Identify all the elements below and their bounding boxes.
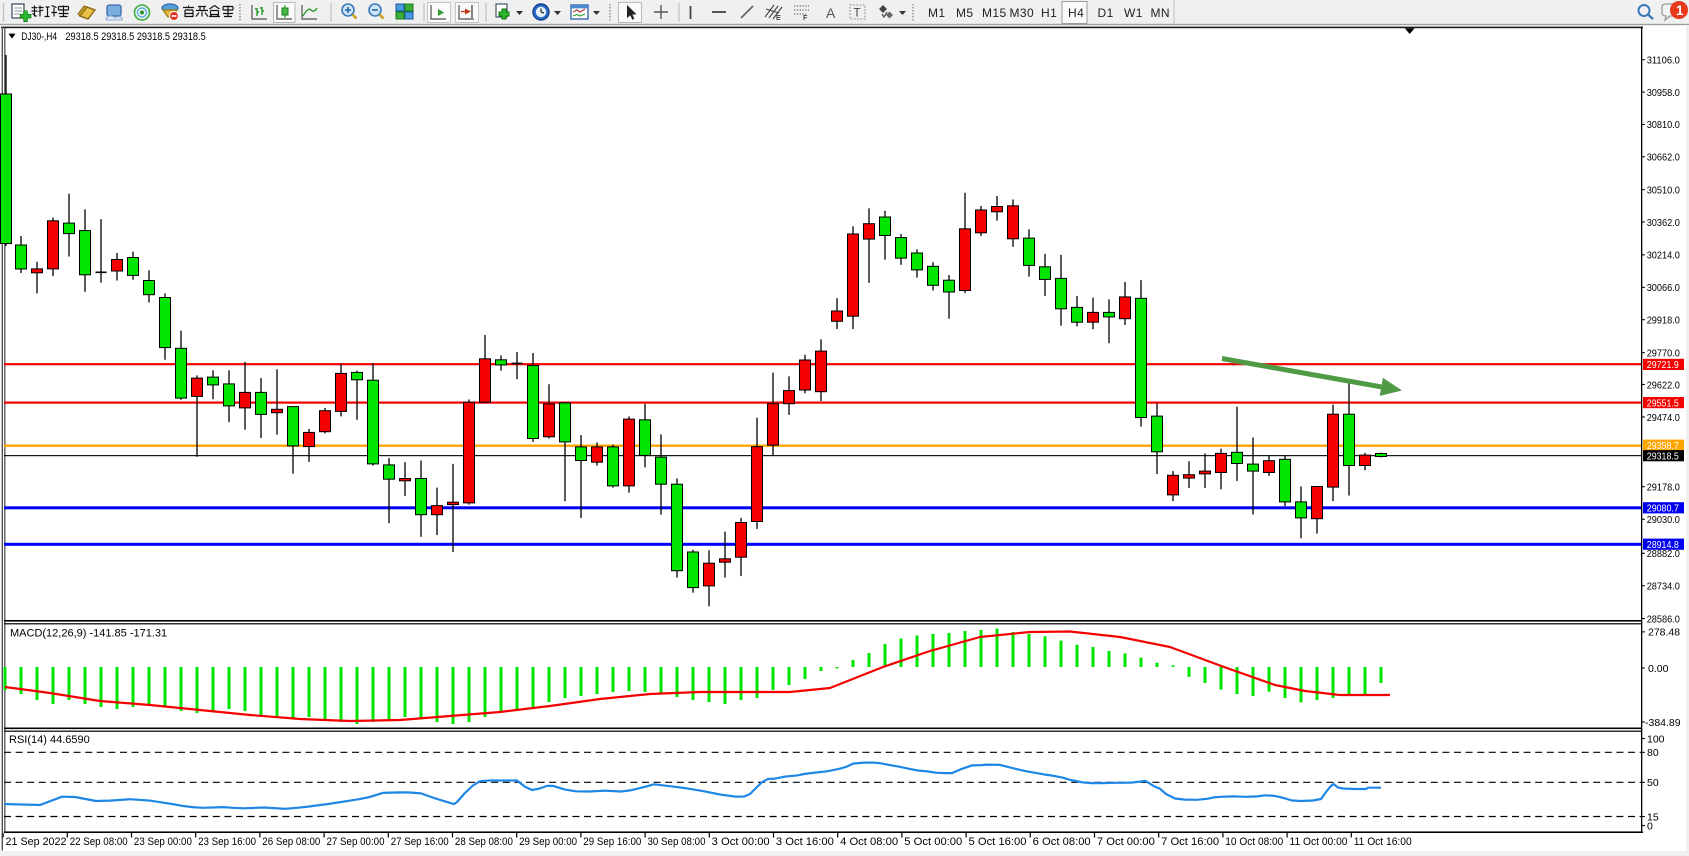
svg-text:MACD(12,26,9) -141.85 -171.31: MACD(12,26,9) -141.85 -171.31 <box>10 628 167 640</box>
svg-text:H4: H4 <box>1068 6 1084 20</box>
svg-text:27 Sep 16:00: 27 Sep 16:00 <box>391 836 449 848</box>
svg-text:50: 50 <box>1647 777 1659 789</box>
svg-text:7 Oct 00:00: 7 Oct 00:00 <box>1097 836 1155 848</box>
svg-text:5 Oct 00:00: 5 Oct 00:00 <box>904 836 962 848</box>
svg-text:A: A <box>826 5 836 21</box>
svg-text:M30: M30 <box>1010 6 1035 20</box>
svg-text:26 Sep 08:00: 26 Sep 08:00 <box>262 836 320 848</box>
svg-text:6 Oct 08:00: 6 Oct 08:00 <box>1033 836 1091 848</box>
svg-text:28586.0: 28586.0 <box>1647 613 1680 625</box>
svg-text:15: 15 <box>1647 811 1659 823</box>
svg-text:29318.5 29318.5 29318.5 29318.: 29318.5 29318.5 29318.5 29318.5 <box>65 31 205 43</box>
svg-text:29551.5: 29551.5 <box>1647 397 1679 409</box>
svg-text:11 Oct 16:00: 11 Oct 16:00 <box>1354 836 1412 848</box>
svg-text:0: 0 <box>1647 820 1653 832</box>
svg-text:28 Sep 08:00: 28 Sep 08:00 <box>455 836 513 848</box>
svg-text:30662.0: 30662.0 <box>1647 152 1680 164</box>
svg-text:29770.0: 29770.0 <box>1647 347 1680 359</box>
svg-text:30214.0: 30214.0 <box>1647 250 1680 262</box>
svg-text:100: 100 <box>1647 733 1665 745</box>
svg-text:29178.0: 29178.0 <box>1647 481 1680 493</box>
svg-text:23 Sep 00:00: 23 Sep 00:00 <box>134 836 192 848</box>
svg-text:29 Sep 16:00: 29 Sep 16:00 <box>583 836 641 848</box>
svg-text:RSI(14) 44.6590: RSI(14) 44.6590 <box>9 734 90 746</box>
svg-text:7 Oct 16:00: 7 Oct 16:00 <box>1161 836 1219 848</box>
svg-text:27 Sep 00:00: 27 Sep 00:00 <box>327 836 385 848</box>
svg-text:MN: MN <box>1151 6 1170 20</box>
svg-text:3 Oct 16:00: 3 Oct 16:00 <box>776 836 834 848</box>
svg-text:29358.7: 29358.7 <box>1647 440 1679 452</box>
svg-text:22 Sep 08:00: 22 Sep 08:00 <box>70 836 128 848</box>
svg-text:29030.0: 29030.0 <box>1647 514 1680 526</box>
svg-text:29080.7: 29080.7 <box>1647 503 1679 515</box>
svg-text:M5: M5 <box>956 6 973 20</box>
svg-text:30810.0: 30810.0 <box>1647 119 1680 131</box>
svg-text:F: F <box>803 13 808 22</box>
svg-text:W1: W1 <box>1124 6 1143 20</box>
svg-text:1: 1 <box>1676 3 1684 18</box>
svg-text:29 Sep 00:00: 29 Sep 00:00 <box>519 836 577 848</box>
svg-text:11 Oct 00:00: 11 Oct 00:00 <box>1290 836 1348 848</box>
svg-text:30066.0: 30066.0 <box>1647 282 1680 294</box>
svg-text:30 Sep 08:00: 30 Sep 08:00 <box>648 836 706 848</box>
svg-text:31106.0: 31106.0 <box>1647 54 1680 66</box>
svg-text:M1: M1 <box>928 6 945 20</box>
svg-text:T: T <box>854 8 861 20</box>
svg-text:D1: D1 <box>1098 6 1114 20</box>
svg-text:21 Sep 2022: 21 Sep 2022 <box>6 836 67 848</box>
svg-text:29318.5: 29318.5 <box>1647 451 1679 463</box>
svg-text:29721.9: 29721.9 <box>1647 359 1679 371</box>
svg-text:30958.0: 30958.0 <box>1647 87 1680 99</box>
svg-text:30510.0: 30510.0 <box>1647 185 1680 197</box>
svg-text:5 Oct 16:00: 5 Oct 16:00 <box>969 836 1027 848</box>
svg-text:M15: M15 <box>982 6 1007 20</box>
svg-text:23 Sep 16:00: 23 Sep 16:00 <box>198 836 256 848</box>
svg-text:29622.0: 29622.0 <box>1647 379 1680 391</box>
svg-text:E: E <box>776 13 781 22</box>
svg-text:-384.89: -384.89 <box>1645 717 1681 729</box>
svg-text:3 Oct 00:00: 3 Oct 00:00 <box>712 836 770 848</box>
svg-text:28914.8: 28914.8 <box>1647 539 1679 551</box>
svg-text:28734.0: 28734.0 <box>1647 581 1680 593</box>
svg-text:DJ30-,H4: DJ30-,H4 <box>21 31 57 43</box>
svg-text:0.00: 0.00 <box>1648 663 1669 675</box>
svg-text:278.48: 278.48 <box>1648 627 1680 639</box>
svg-text:80: 80 <box>1647 747 1659 759</box>
svg-text:29918.0: 29918.0 <box>1647 315 1680 327</box>
svg-text:30362.0: 30362.0 <box>1647 217 1680 229</box>
svg-text:28882.0: 28882.0 <box>1647 548 1680 560</box>
svg-text:H1: H1 <box>1041 6 1057 20</box>
svg-text:4 Oct 08:00: 4 Oct 08:00 <box>840 836 898 848</box>
svg-text:29474.0: 29474.0 <box>1647 412 1680 424</box>
svg-text:10 Oct 08:00: 10 Oct 08:00 <box>1225 836 1283 848</box>
